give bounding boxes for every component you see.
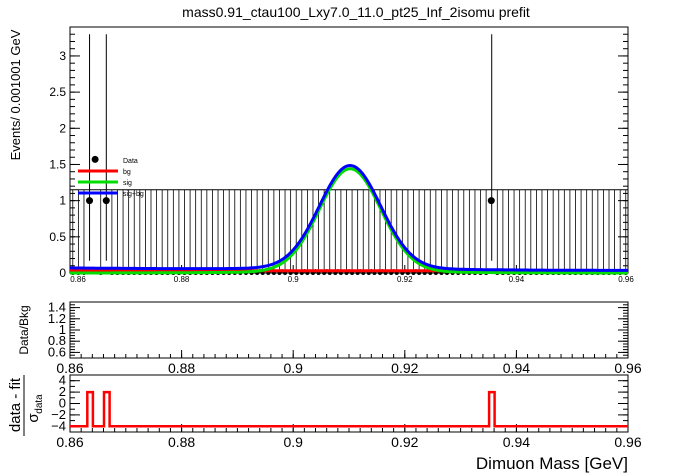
pull-x-tick-label: 0.86 (56, 434, 83, 450)
sig-curve (70, 167, 628, 275)
pull-histogram (70, 390, 628, 428)
ratio-x-tick-label: 0.96 (614, 360, 641, 376)
main-x-tick-label: 0.88 (174, 275, 190, 284)
pull-plot-ylabel: data - fit σ data (7, 375, 45, 436)
main-x-tick-label: 0.9 (288, 275, 300, 284)
fit-curves (70, 163, 628, 275)
pull-ylabel-denominator: σ (25, 413, 42, 423)
main-y-tick-label: 0 (59, 266, 66, 280)
pull-x-tick-label: 0.96 (614, 434, 641, 450)
ratio-x-axis: 0.86 0.88 0.9 0.92 0.94 0.96 (56, 350, 642, 376)
data-point (86, 197, 94, 205)
data-point (102, 197, 110, 205)
pull-x-tick-label: 0.88 (168, 434, 195, 450)
ratio-y-tick-label: 0.8 (48, 333, 66, 348)
ratio-y-axis: 0.60.811.21.4 (48, 300, 628, 359)
ratio-y-tick-label: 1 (59, 322, 66, 337)
pull-y-tick-label: −2 (51, 407, 66, 422)
pull-line-path (70, 390, 628, 428)
ratio-x-tick-label: 0.86 (56, 360, 83, 376)
ratio-y-tick-label: 0.6 (48, 344, 66, 359)
main-y-tick-label: 0.5 (49, 230, 66, 244)
pull-plot-xlabel: Dimuon Mass [GeV] (476, 454, 628, 473)
pull-ylabel-subscript: data (34, 394, 45, 414)
legend: Data bg sig sig+bg (78, 158, 144, 198)
pull-y-tick-label: 2 (59, 384, 66, 399)
ratio-x-tick-label: 0.92 (391, 360, 418, 376)
plot-title: mass0.91_ctau100_Lxy7.0_11.0_pt25_Inf_2i… (182, 4, 530, 20)
pull-ylabel-numerator: data - fit (7, 377, 24, 432)
pull-x-tick-label: 0.94 (503, 434, 530, 450)
ratio-plot-ylabel: Data/Bkg (17, 305, 31, 354)
main-y-tick-label: 3 (59, 49, 66, 63)
main-plot-frame (69, 26, 629, 274)
data-points (86, 155, 495, 205)
pull-y-tick-label: 4 (59, 373, 66, 388)
main-y-tick-label: 2.5 (49, 85, 66, 99)
pull-y-tick-label: −4 (51, 418, 66, 433)
error-bars (70, 34, 628, 275)
main-plot-ylabel: Events/ 0.001001 GeV (8, 29, 23, 160)
legend-label: sig+bg (123, 191, 144, 198)
main-y-tick-label: 2 (59, 121, 66, 135)
ratio-y-tick-label: 1.4 (48, 300, 66, 315)
ratio-x-tick-label: 0.9 (283, 360, 303, 376)
pull-y-tick-label: 0 (59, 396, 66, 411)
sum-curve (70, 163, 628, 272)
main-y-tick-label: 1 (59, 194, 66, 208)
main-x-tick-label: 0.86 (70, 275, 86, 284)
main-x-tick-label: 0.94 (509, 275, 525, 284)
pull-plot-frame (69, 374, 629, 433)
legend-label: bg (123, 169, 131, 176)
data-point (487, 197, 495, 205)
pull-x-tick-label: 0.92 (391, 434, 418, 450)
data-point (91, 155, 99, 163)
ratio-x-tick-label: 0.94 (503, 360, 530, 376)
ratio-y-tick-label: 1.2 (48, 311, 66, 326)
main-x-tick-label: 0.92 (397, 275, 413, 284)
legend-label: Data (123, 158, 138, 165)
ratio-plot-frame (69, 301, 629, 359)
ratio-x-tick-label: 0.88 (168, 360, 195, 376)
pull-x-axis: 0.86 0.88 0.9 0.92 0.94 0.96 (56, 424, 642, 450)
legend-label: sig (123, 180, 132, 187)
main-y-tick-label: 1.5 (49, 157, 66, 171)
pull-x-tick-label: 0.9 (283, 434, 303, 450)
main-x-tick-label: 0.96 (618, 275, 634, 284)
